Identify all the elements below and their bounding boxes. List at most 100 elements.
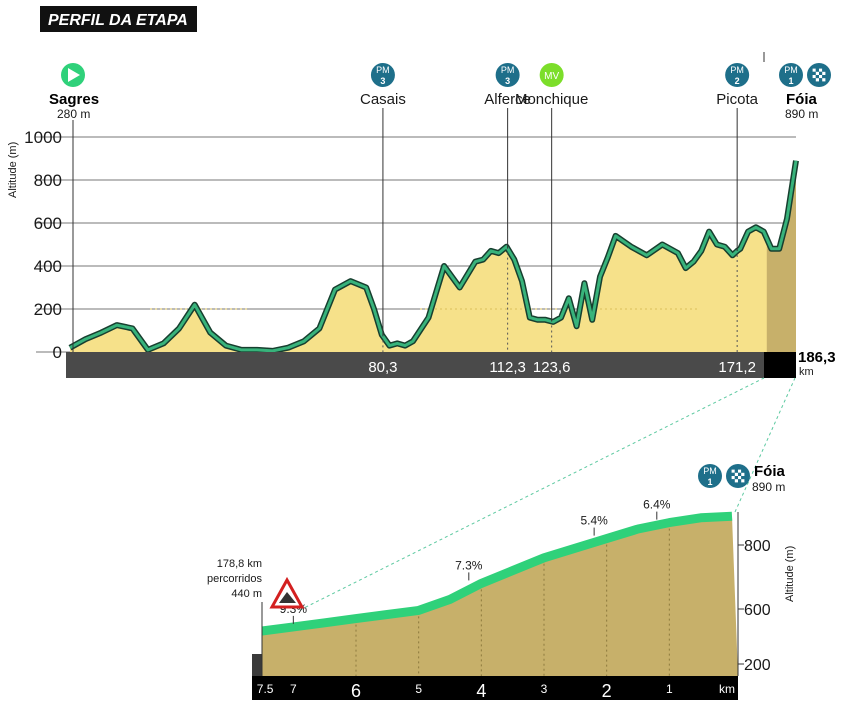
km-bar-final xyxy=(764,352,796,378)
finish-altitude: 890 m xyxy=(785,107,818,121)
main-y-tick-labels: 0 200 400 600 800 1000 xyxy=(24,128,62,362)
badge-label: MV xyxy=(544,71,559,82)
flag-square xyxy=(738,469,742,473)
climb-x-tick: 2 xyxy=(602,681,612,701)
gradient-labels: 9.3%7.3%5.4%6.4% xyxy=(280,498,671,624)
flag-square xyxy=(812,78,816,82)
climb-x-tick: 1 xyxy=(666,682,673,696)
flag-square xyxy=(734,469,738,473)
climb-start-km: 178,8 km xyxy=(217,558,262,570)
zoom-connector-left xyxy=(299,377,765,611)
climb-finish-altitude: 890 m xyxy=(752,480,785,494)
y-tick-label: 400 xyxy=(34,257,62,276)
pm-badge-finish xyxy=(779,63,803,87)
flag-square xyxy=(819,71,823,75)
gradient-label: 6.4% xyxy=(643,498,671,512)
flag-square xyxy=(815,78,819,82)
pm-badge xyxy=(370,63,395,87)
start-altitude: 280 m xyxy=(57,107,90,121)
flag-square xyxy=(812,71,816,75)
climb-x-tick: 7 xyxy=(290,682,297,696)
climb-x-tick: 6 xyxy=(351,681,361,701)
flag-square xyxy=(734,479,738,483)
flag-square xyxy=(822,68,826,72)
climb-bar-start xyxy=(252,654,262,676)
flag-square xyxy=(822,71,826,75)
flag-square xyxy=(815,75,819,79)
y-tick-label: 1000 xyxy=(24,128,62,147)
zoom-connector-right xyxy=(734,377,796,513)
climb-pm-label: PM xyxy=(703,466,717,476)
pm-badge xyxy=(495,63,520,87)
flag-square xyxy=(822,78,826,82)
flag-square xyxy=(741,469,745,473)
climb-km: 123,6 xyxy=(533,359,571,376)
play-icon xyxy=(68,68,80,82)
climb-x-tick: 4 xyxy=(476,681,486,701)
climb-pm-badge xyxy=(698,464,722,488)
badge-label: PM xyxy=(376,65,390,75)
badge-category: 2 xyxy=(735,76,740,86)
climb-flag-pattern xyxy=(731,469,745,483)
badge-label: PM xyxy=(501,65,515,75)
flag-square xyxy=(812,75,816,79)
y-tick-label: 0 xyxy=(53,343,62,362)
climb-y-tick-label: 600 xyxy=(744,602,771,619)
finish-badges: PM 1 xyxy=(779,63,831,87)
climb-markers: PM3Casais80,3PM3Alferce112,3MVMonchique1… xyxy=(360,63,759,376)
climb-profile-area xyxy=(262,516,738,676)
climb-x-tick: 7.5 xyxy=(257,682,274,696)
flag-square xyxy=(738,476,742,480)
finish-km-unit: km xyxy=(799,366,814,378)
climb-km-bar xyxy=(252,676,738,700)
flag-square xyxy=(734,472,738,476)
climb-x-tick: km xyxy=(719,682,735,696)
badge-category: 3 xyxy=(505,76,510,86)
flag-square xyxy=(741,479,745,483)
start-name: Sagres xyxy=(49,91,99,108)
steep-warning-icon xyxy=(269,576,305,609)
flag-square xyxy=(822,75,826,79)
flag-square xyxy=(812,68,816,72)
flag-square xyxy=(815,71,819,75)
main-profile-area xyxy=(70,160,796,352)
flag-square xyxy=(738,472,742,476)
climb-x-tick: 3 xyxy=(541,682,548,696)
climb-km: 112,3 xyxy=(489,359,525,376)
finish-name: Fóia xyxy=(786,91,817,108)
mv-badge xyxy=(539,63,564,87)
y-tick-label: 800 xyxy=(34,171,62,190)
climb-km: 80,3 xyxy=(368,359,397,376)
climb-name: Picota xyxy=(716,91,758,108)
page-title: PERFIL DA ETAPA xyxy=(48,12,188,29)
climb-ylabel: Altitude (m) xyxy=(784,546,796,602)
climb-name: Alferce xyxy=(484,91,531,108)
flag-square xyxy=(731,479,735,483)
main-ylabel: Altitude (m) xyxy=(7,142,19,198)
climb-name: Monchique xyxy=(515,91,588,108)
pm-badge-cat: 1 xyxy=(788,76,793,86)
climb-x-tick-labels: 7.5 7 6 5 4 3 2 1 km xyxy=(257,681,735,701)
flag-square xyxy=(731,469,735,473)
climb-start-altitude: 440 m xyxy=(231,588,262,600)
climb-x-tick: 5 xyxy=(415,682,422,696)
flag-square xyxy=(819,75,823,79)
badge-category: 3 xyxy=(380,76,385,86)
pm-badge-label: PM xyxy=(784,65,798,75)
flag-square xyxy=(819,78,823,82)
flag-square xyxy=(731,472,735,476)
gradient-label: 7.3% xyxy=(455,558,483,572)
climb-finish-name: Fóia xyxy=(754,463,785,480)
gradient-label: 5.4% xyxy=(580,514,608,528)
flag-square xyxy=(741,476,745,480)
climb-start-note: percorridos xyxy=(207,573,263,585)
y-tick-label: 600 xyxy=(34,214,62,233)
climb-name: Casais xyxy=(360,91,406,108)
km-bar xyxy=(66,352,764,378)
flag-square xyxy=(819,68,823,72)
climb-dashed-guides xyxy=(355,528,670,676)
climb-y-tick-label: 800 xyxy=(744,538,771,555)
